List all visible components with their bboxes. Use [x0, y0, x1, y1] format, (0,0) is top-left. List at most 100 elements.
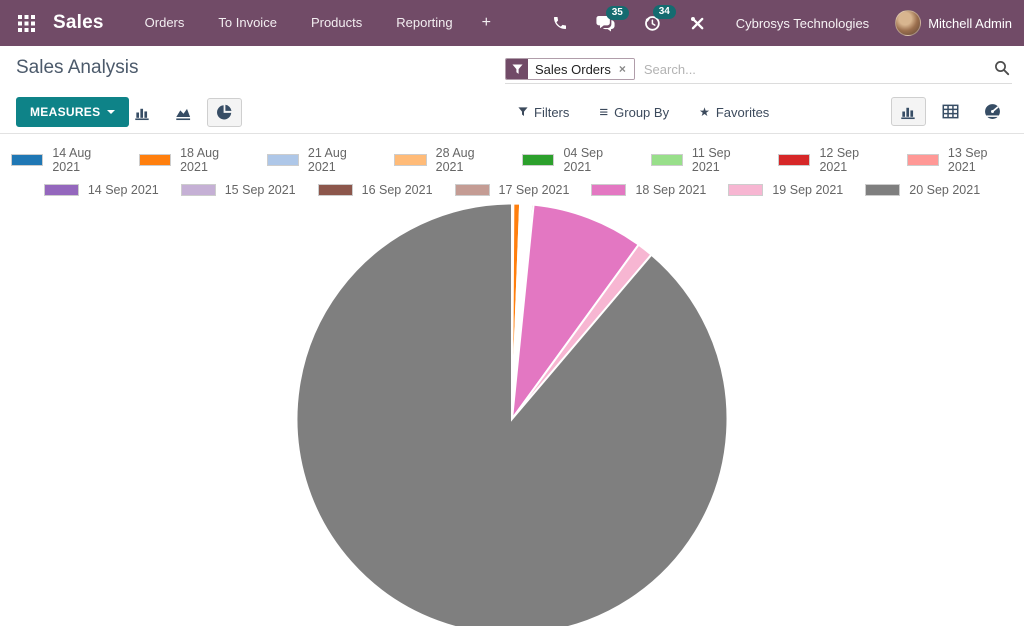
page-title: Sales Analysis	[16, 57, 139, 78]
control-panel-top: Sales Analysis Sales Orders ×	[0, 46, 1024, 90]
legend-swatch	[266, 154, 299, 166]
legend-swatch	[778, 154, 811, 166]
legend-item-14-sep-2021[interactable]: 14 Sep 2021	[43, 183, 159, 197]
apps-grid-icon	[18, 14, 35, 32]
legend-label: 11 Sep 2021	[691, 146, 731, 174]
user-menu[interactable]: Mitchell Admin	[895, 10, 1012, 36]
menu-item-products[interactable]: Products	[310, 15, 363, 30]
legend-swatch	[180, 184, 216, 196]
legend-label: 18 Aug 2021	[180, 146, 220, 174]
legend-swatch	[138, 154, 172, 166]
plus-menu-button[interactable]: +	[470, 14, 503, 32]
legend-label: 14 Sep 2021	[87, 183, 159, 197]
top-navbar: Sales Orders To Invoice Products Reporting …	[0, 0, 1024, 46]
app-name[interactable]: Sales	[53, 12, 104, 33]
legend-item-19-sep-2021[interactable]: 19 Sep 2021	[728, 183, 843, 197]
legend-swatch	[865, 184, 901, 196]
legend-swatch	[454, 184, 490, 196]
facet-label: Sales Orders	[528, 59, 618, 79]
pie-chart-svg	[295, 202, 729, 626]
favorites-menu[interactable]: ★ Favorites	[699, 105, 769, 120]
legend-swatch	[650, 154, 683, 166]
legend-label: 15 Sep 2021	[224, 183, 296, 197]
measures-button[interactable]: MEASURES	[16, 97, 130, 127]
pie-slice-18-sep-2021[interactable]	[510, 203, 641, 423]
line-chart-button[interactable]	[166, 98, 201, 127]
legend-item-18-aug-2021[interactable]: 18 Aug 2021	[138, 146, 245, 174]
messages-button[interactable]: 35	[594, 5, 629, 34]
nav-menu: Orders To Invoice Products Reporting	[128, 0, 470, 46]
dashboard-view-button[interactable]	[975, 97, 1010, 126]
filter-funnel-icon	[518, 107, 528, 116]
phone-button[interactable]	[550, 13, 570, 33]
legend-item-13-sep-2021[interactable]: 13 Sep 2021	[906, 146, 1013, 174]
legend-swatch	[728, 184, 764, 196]
messages-badge: 35	[605, 5, 629, 20]
menu-item-to-invoice[interactable]: To Invoice	[218, 15, 277, 30]
favorites-label: Favorites	[715, 104, 770, 120]
filters-label: Filters	[534, 104, 570, 120]
measures-label: MEASURES	[30, 105, 101, 119]
pie-chart	[292, 202, 732, 626]
group-by-icon: ≡	[599, 103, 609, 121]
legend-swatch	[522, 154, 555, 166]
legend-item-18-sep-2021[interactable]: 18 Sep 2021	[591, 183, 706, 197]
legend-item-20-sep-2021[interactable]: 20 Sep 2021	[865, 183, 980, 197]
search-icon	[995, 60, 1010, 75]
legend-item-28-aug-2021[interactable]: 28 Aug 2021	[394, 146, 500, 174]
pivot-view-button[interactable]	[933, 97, 968, 126]
group-by-menu[interactable]: ≡ Group By	[599, 104, 669, 121]
legend-item-11-sep-2021[interactable]: 11 Sep 2021	[650, 146, 757, 174]
legend-label: 04 Sep 2021	[563, 146, 604, 174]
legend-item-04-sep-2021[interactable]: 04 Sep 2021	[522, 146, 628, 174]
graph-view-icon	[901, 107, 915, 120]
legend-label: 16 Sep 2021	[361, 183, 433, 197]
tools-icon	[690, 16, 704, 29]
legend-item-16-sep-2021[interactable]: 16 Sep 2021	[317, 183, 433, 197]
search-submit-button[interactable]	[992, 58, 1012, 81]
search-bar[interactable]: Sales Orders ×	[505, 55, 1012, 84]
legend-label: 20 Sep 2021	[909, 183, 981, 197]
activities-icon	[644, 16, 660, 31]
dashboard-view-icon	[985, 104, 1000, 119]
legend-label: 17 Sep 2021	[498, 183, 570, 197]
menu-item-orders[interactable]: Orders	[144, 15, 185, 30]
pie-chart-button[interactable]	[207, 97, 242, 127]
bar-chart-button[interactable]	[125, 98, 160, 127]
area-chart-icon	[176, 108, 191, 120]
pivot-view-icon	[942, 104, 959, 119]
search-options: Filters ≡ Group By ★ Favorites	[518, 90, 769, 134]
legend-item-21-aug-2021[interactable]: 21 Aug 2021	[266, 146, 373, 174]
menu-item-reporting[interactable]: Reporting	[396, 15, 453, 30]
legend-label: 13 Sep 2021	[947, 146, 988, 174]
group-by-label: Group By	[614, 104, 670, 120]
legend-item-15-sep-2021[interactable]: 15 Sep 2021	[180, 183, 296, 197]
legend-item-12-sep-2021[interactable]: 12 Sep 2021	[778, 146, 884, 174]
search-facet-sales-orders[interactable]: Sales Orders ×	[505, 58, 635, 80]
apps-menu-button[interactable]	[12, 11, 41, 36]
activities-button[interactable]: 34	[641, 5, 676, 34]
legend-label: 12 Sep 2021	[819, 146, 860, 174]
chart-type-switcher	[125, 97, 242, 127]
search-input[interactable]	[634, 61, 992, 77]
tools-button[interactable]	[687, 13, 708, 34]
legend-label: 14 Aug 2021	[52, 146, 92, 174]
navbar-right: 35 34 Cybrosys Technologies Mitchell Adm…	[526, 5, 1012, 36]
legend-swatch	[11, 154, 44, 166]
legend-item-17-sep-2021[interactable]: 17 Sep 2021	[454, 183, 570, 197]
pie-slice-20-sep-2021[interactable]	[295, 202, 729, 626]
chart-legend-row-1: 14 Aug 2021 18 Aug 2021 21 Aug 2021 28 Aug …	[0, 146, 1024, 174]
legend-label: 21 Aug 2021	[307, 146, 347, 174]
activities-badge: 34	[652, 5, 676, 19]
chart-legend-row-2: 14 Sep 2021 15 Sep 2021 16 Sep 2021 17 Sep …	[0, 183, 1024, 197]
legend-label: 18 Sep 2021	[635, 183, 707, 197]
view-switcher	[891, 97, 1010, 126]
legend-item-14-aug-2021[interactable]: 14 Aug 2021	[11, 146, 117, 174]
facet-remove-button[interactable]: ×	[617, 59, 634, 79]
legend-swatch	[906, 154, 939, 166]
filters-menu[interactable]: Filters	[518, 105, 569, 120]
user-avatar	[895, 10, 922, 36]
graph-view-button[interactable]	[891, 97, 926, 126]
messages-icon	[596, 15, 615, 32]
company-switcher[interactable]: Cybrosys Technologies	[735, 15, 870, 31]
